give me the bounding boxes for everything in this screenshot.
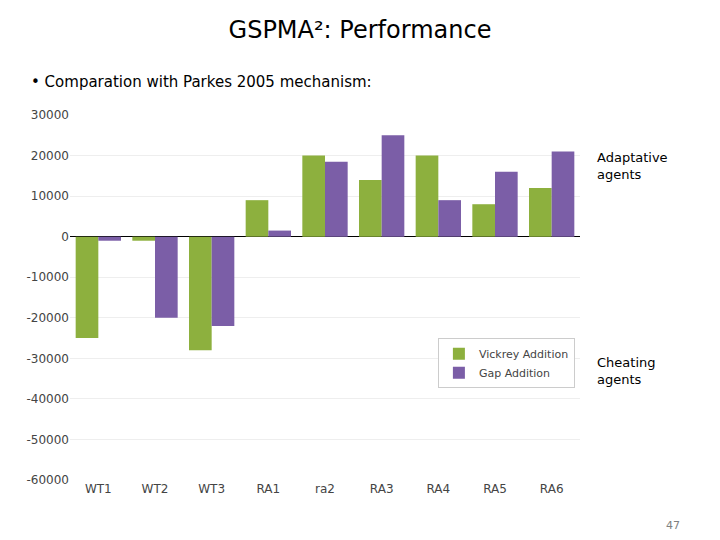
svg-text:Cheatingagents: Cheatingagents bbox=[597, 355, 655, 387]
svg-text:RA6: RA6 bbox=[540, 482, 564, 496]
svg-text:Gap Addition: Gap Addition bbox=[479, 367, 550, 380]
svg-text:-50000: -50000 bbox=[26, 433, 69, 447]
svg-text:Adaptativeagents: Adaptativeagents bbox=[597, 150, 668, 182]
svg-text:WT1: WT1 bbox=[85, 482, 112, 496]
svg-text:RA1: RA1 bbox=[256, 482, 280, 496]
svg-text:GSPMA²: Performance: GSPMA²: Performance bbox=[229, 16, 492, 44]
svg-text:RA3: RA3 bbox=[370, 482, 394, 496]
svg-text:0: 0 bbox=[61, 230, 69, 244]
svg-text:30000: 30000 bbox=[31, 108, 69, 122]
svg-text:ra2: ra2 bbox=[315, 482, 335, 496]
svg-text:47: 47 bbox=[666, 519, 680, 532]
svg-text:WT2: WT2 bbox=[142, 482, 169, 496]
svg-text:-60000: -60000 bbox=[26, 473, 69, 487]
svg-text:-20000: -20000 bbox=[26, 311, 69, 325]
svg-text:WT3: WT3 bbox=[198, 482, 225, 496]
svg-text:RA5: RA5 bbox=[483, 482, 507, 496]
svg-text:-40000: -40000 bbox=[26, 392, 69, 406]
svg-text:20000: 20000 bbox=[31, 149, 69, 163]
svg-text:RA4: RA4 bbox=[426, 482, 450, 496]
svg-text:-10000: -10000 bbox=[26, 270, 69, 284]
svg-text:-30000: -30000 bbox=[26, 352, 69, 366]
svg-text:10000: 10000 bbox=[31, 189, 69, 203]
svg-text:Vickrey Addition: Vickrey Addition bbox=[479, 348, 568, 361]
svg-text:• Comparation with Parkes 2005: • Comparation with Parkes 2005 mechanism… bbox=[31, 73, 372, 91]
